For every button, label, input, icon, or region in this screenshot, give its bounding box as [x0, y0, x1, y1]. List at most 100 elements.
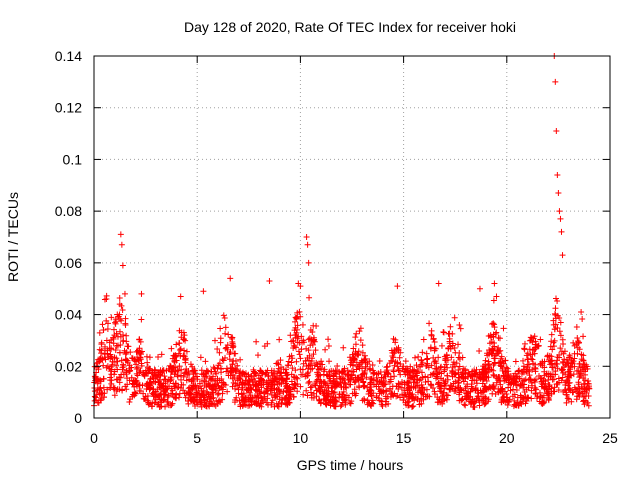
data-point — [574, 350, 581, 357]
data-point — [467, 388, 474, 395]
data-point — [523, 366, 530, 373]
data-point — [270, 369, 277, 376]
data-point — [174, 373, 181, 380]
data-point — [308, 358, 315, 365]
data-point — [325, 342, 332, 349]
data-point — [575, 381, 582, 388]
data-point — [206, 375, 213, 382]
data-point — [114, 333, 121, 340]
y-tick-label: 0.14 — [55, 48, 82, 64]
data-point — [418, 369, 425, 376]
data-point — [267, 383, 274, 390]
data-point — [556, 328, 563, 335]
data-point — [533, 395, 540, 402]
data-point — [258, 377, 265, 384]
data-point — [177, 385, 184, 392]
data-point — [313, 393, 320, 400]
data-point — [244, 387, 251, 394]
data-point — [556, 351, 563, 358]
data-point — [359, 375, 366, 382]
data-point — [389, 349, 396, 356]
data-point — [537, 336, 544, 343]
data-point — [415, 353, 422, 360]
data-point — [580, 333, 587, 340]
data-point — [136, 387, 143, 394]
data-point — [464, 381, 471, 388]
data-point — [488, 350, 495, 357]
data-point-outlier — [476, 285, 483, 292]
data-point — [379, 402, 386, 409]
data-point — [462, 402, 469, 409]
data-point-outlier — [117, 231, 124, 238]
data-point — [119, 306, 126, 313]
data-point — [216, 377, 223, 384]
data-point — [231, 374, 238, 381]
data-point — [404, 379, 411, 386]
data-point — [194, 391, 201, 398]
data-point — [284, 388, 291, 395]
data-point — [258, 394, 265, 401]
data-point — [431, 338, 438, 345]
data-point — [288, 359, 295, 366]
data-point — [357, 325, 364, 332]
data-point — [392, 358, 399, 365]
data-point — [542, 380, 549, 387]
data-point — [433, 365, 440, 372]
data-point — [450, 359, 457, 366]
data-point — [529, 382, 536, 389]
data-point — [122, 356, 129, 363]
data-point — [532, 385, 539, 392]
data-point — [461, 393, 468, 400]
data-point — [194, 373, 201, 380]
data-point — [430, 336, 437, 343]
data-point — [158, 351, 165, 358]
data-point-outlier — [118, 241, 125, 248]
data-point — [234, 362, 241, 369]
data-point — [187, 390, 194, 397]
data-point — [446, 340, 453, 347]
data-point — [228, 334, 235, 341]
data-point — [571, 363, 578, 370]
data-point — [563, 389, 570, 396]
data-point — [370, 400, 377, 407]
data-point — [472, 386, 479, 393]
data-point — [485, 398, 492, 405]
data-point — [549, 346, 556, 353]
data-point — [577, 368, 584, 375]
data-point — [122, 315, 129, 322]
data-point — [400, 396, 407, 403]
data-point — [539, 399, 546, 406]
data-point — [342, 380, 349, 387]
data-point — [424, 374, 431, 381]
data-point — [377, 388, 384, 395]
data-point — [490, 320, 497, 327]
data-point — [581, 386, 588, 393]
data-point — [434, 369, 441, 376]
data-point — [123, 371, 130, 378]
data-point — [245, 371, 252, 378]
data-point — [143, 386, 150, 393]
data-point — [462, 370, 469, 377]
data-point — [136, 381, 143, 388]
data-point — [308, 392, 315, 399]
data-point — [258, 395, 265, 402]
data-point — [524, 394, 531, 401]
data-point — [113, 376, 120, 383]
data-point — [246, 381, 253, 388]
data-point — [273, 360, 280, 367]
data-point — [252, 369, 259, 376]
data-point — [152, 396, 159, 403]
data-point — [123, 332, 130, 339]
data-point — [344, 371, 351, 378]
data-point — [361, 383, 368, 390]
y-tick-label: 0.08 — [55, 203, 82, 219]
data-point — [491, 386, 498, 393]
data-point — [442, 355, 449, 362]
data-point — [266, 377, 273, 384]
data-point — [98, 389, 105, 396]
data-point — [445, 345, 452, 352]
data-point — [201, 377, 208, 384]
data-point — [112, 346, 119, 353]
data-point — [350, 357, 357, 364]
